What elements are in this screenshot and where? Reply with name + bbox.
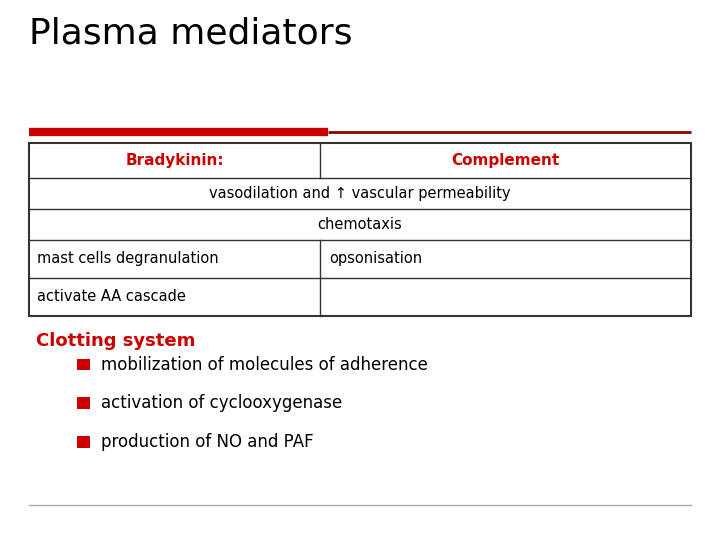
Text: Complement: Complement [451,153,560,168]
Text: activation of cyclooxygenase: activation of cyclooxygenase [101,394,342,413]
Bar [29,143,691,316]
Bar [77,436,90,448]
Text: opsonisation: opsonisation [329,252,422,266]
Text: mobilization of molecules of adherence: mobilization of molecules of adherence [101,355,428,374]
Text: Plasma mediators: Plasma mediators [29,16,352,50]
Text: activate AA cascade: activate AA cascade [37,289,186,305]
Text: chemotaxis: chemotaxis [318,217,402,232]
Bar [77,397,90,409]
Text: Clotting system: Clotting system [36,332,195,350]
Text: production of NO and PAF: production of NO and PAF [101,433,313,451]
Text: vasodilation and ↑ vascular permeability: vasodilation and ↑ vascular permeability [210,186,510,201]
Text: mast cells degranulation: mast cells degranulation [37,252,219,266]
Bar [77,359,90,370]
Text: Bradykinin:: Bradykinin: [125,153,224,168]
